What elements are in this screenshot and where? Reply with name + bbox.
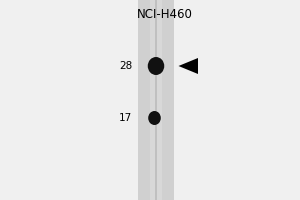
Bar xyxy=(138,0,174,200)
Ellipse shape xyxy=(148,111,161,125)
Polygon shape xyxy=(178,58,198,74)
Text: 17: 17 xyxy=(119,113,132,123)
Text: 28: 28 xyxy=(119,61,132,71)
Bar xyxy=(150,0,162,200)
Text: NCI-H460: NCI-H460 xyxy=(137,7,193,21)
Bar xyxy=(155,0,157,200)
Ellipse shape xyxy=(148,57,164,75)
